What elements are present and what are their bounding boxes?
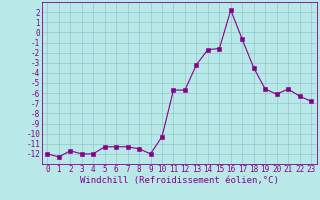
X-axis label: Windchill (Refroidissement éolien,°C): Windchill (Refroidissement éolien,°C) [80, 176, 279, 185]
